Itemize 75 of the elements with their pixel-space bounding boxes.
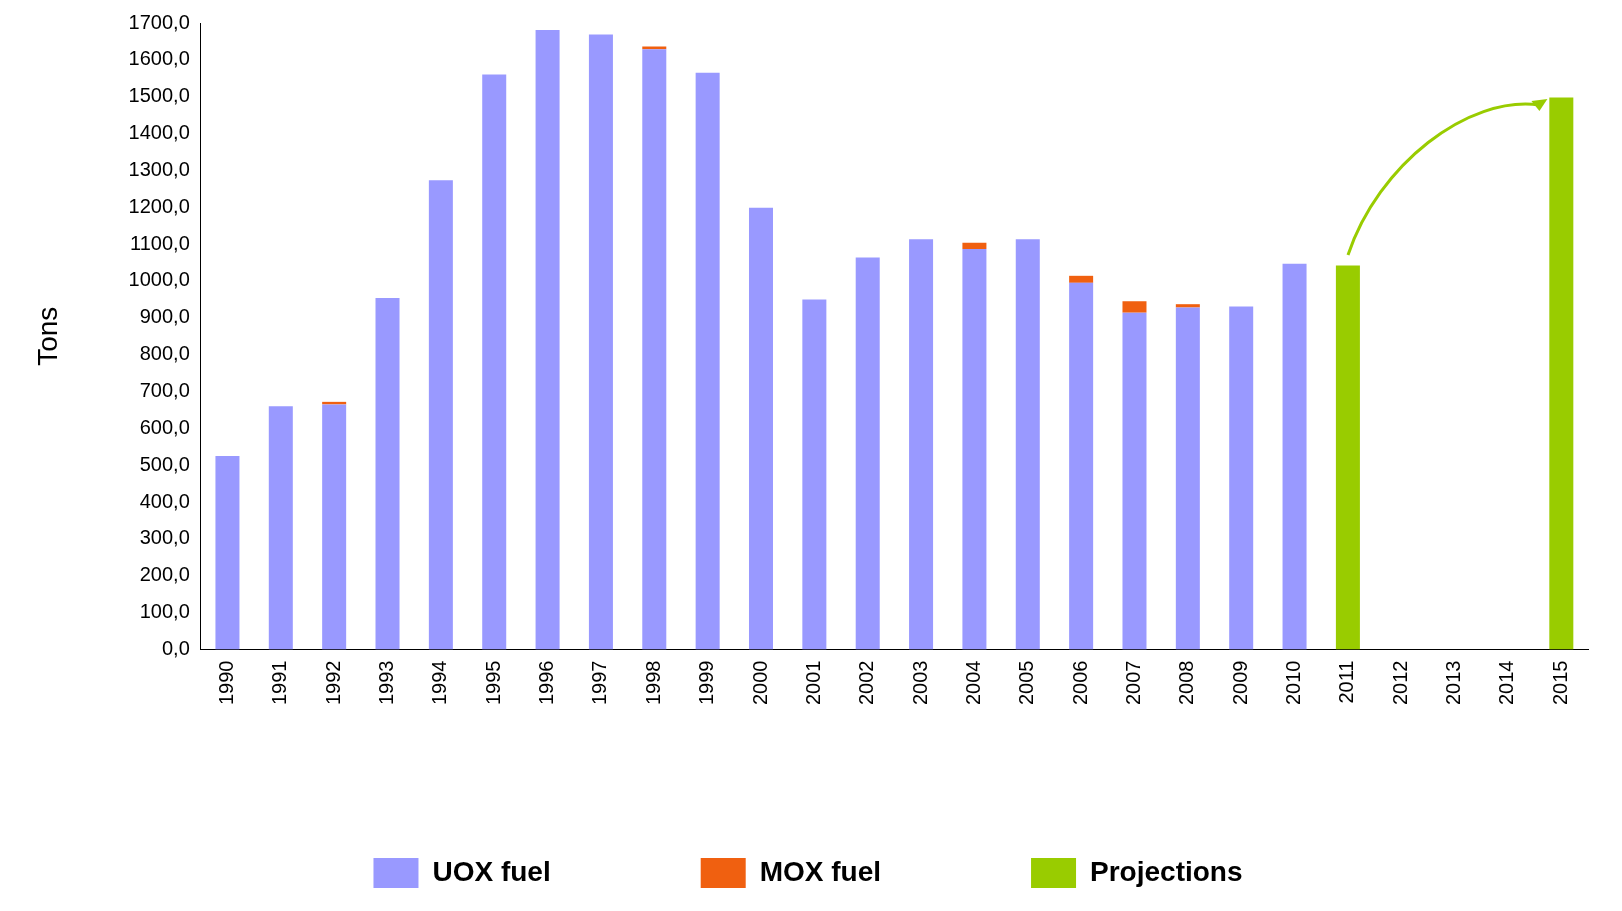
bar [1335,265,1360,650]
y-tick-label: 1000,0 [128,268,190,291]
bar [375,297,400,650]
y-tick-label: 1400,0 [128,121,190,144]
x-tick-label: 1997 [588,660,611,706]
x-tick-label: 1993 [375,660,398,706]
y-tick-label: 1600,0 [128,47,190,70]
bar [1229,306,1254,650]
x-tick-label: 2008 [1175,660,1198,706]
x-tick-label: 1990 [214,660,237,706]
bar [1122,301,1147,313]
x-tick-label: 2012 [1388,660,1411,706]
x-tick-label: 2015 [1548,660,1571,706]
y-tick-label: 600,0 [139,415,190,438]
y-tick-label: 300,0 [139,526,190,549]
x-tick-label: 1994 [428,660,451,706]
x-tick-label: 1995 [481,660,504,706]
legend-label: UOX fuel [432,855,551,887]
bar [855,257,880,650]
bar [962,242,987,249]
bar [588,34,613,650]
y-tick-label: 800,0 [139,342,190,365]
x-tick-label: 1999 [695,660,718,706]
bar [1069,275,1094,283]
bar [322,404,347,650]
y-tick-label: 100,0 [139,600,190,623]
bar [748,207,773,650]
x-tick-label: 2014 [1495,660,1518,706]
y-tick-label: 500,0 [139,452,190,475]
bar [1175,304,1200,308]
y-tick-label: 700,0 [139,379,190,402]
bar [1122,312,1147,650]
x-tick-label: 1991 [268,660,291,706]
y-tick-label: 0,0 [161,637,190,660]
x-tick-label: 2000 [748,660,771,706]
y-tick-label: 1700,0 [128,10,190,33]
bar [642,49,667,650]
legend-label: Projections [1090,855,1243,887]
x-tick-label: 2004 [961,660,984,706]
bar [268,406,293,650]
x-tick-label: 2009 [1228,660,1251,706]
y-tick-label: 900,0 [139,305,190,328]
bar [1549,97,1574,650]
bar [428,180,453,650]
x-tick-label: 1996 [535,660,558,706]
y-tick-label: 200,0 [139,563,190,586]
x-tick-label: 2013 [1442,660,1465,706]
bar [1015,239,1040,650]
y-tick-label: 1200,0 [128,194,190,217]
x-tick-label: 2006 [1068,660,1091,706]
bar [482,74,507,650]
y-tick-label: 400,0 [139,489,190,512]
bar [802,299,827,650]
y-tick-label: 1500,0 [128,84,190,107]
x-tick-label: 1998 [641,660,664,706]
bar [1175,307,1200,650]
bar [535,30,560,650]
bar [695,72,720,650]
bar [962,248,987,650]
legend-label: MOX fuel [759,855,882,887]
x-tick-label: 2010 [1282,660,1305,706]
bar [215,456,240,650]
x-tick-label: 2007 [1122,660,1144,706]
x-tick-label: 2002 [855,660,878,706]
x-tick-label: 2011 [1335,660,1358,704]
x-tick-label: 2005 [1015,660,1038,706]
y-tick-label: 1100,0 [130,231,190,254]
bar [909,239,934,650]
bar [1282,263,1307,650]
y-axis-title: Tons [31,306,63,366]
x-tick-label: 1992 [321,660,344,706]
x-tick-label: 2003 [908,660,931,706]
x-tick-label: 2001 [801,660,824,706]
bar [1069,282,1094,650]
y-tick-label: 1300,0 [128,157,190,180]
